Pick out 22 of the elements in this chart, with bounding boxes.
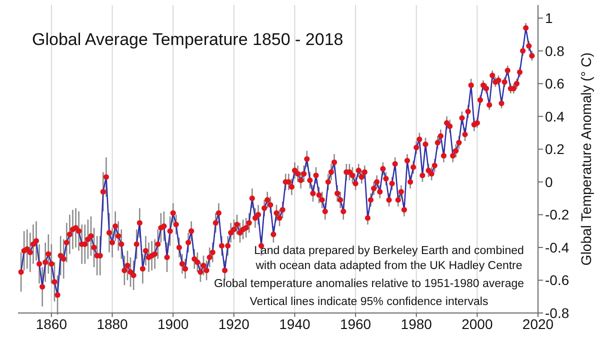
annotation: Vertical lines indicate 95% confidence intervals — [248, 295, 490, 310]
x-tick-label: 1980 — [400, 316, 432, 332]
y-axis-title: Global Temperature Anomaly (° C) — [578, 52, 594, 266]
x-tick-label: 1940 — [279, 316, 311, 332]
x-tick-label: 2000 — [462, 316, 493, 332]
annotation: Global temperature anomalies relative to 1951-1980 average — [212, 277, 526, 292]
y-tick-label: -0.2 — [545, 206, 570, 223]
y-tick-label: 0.2 — [545, 141, 565, 158]
y-tick-label: 0.8 — [545, 42, 565, 59]
x-tick-label: 1900 — [158, 316, 189, 332]
x-tick-label: 1920 — [218, 316, 250, 332]
y-tick-label: 0 — [545, 174, 553, 190]
text: Global Average Temperature 1850 - 2018 — [32, 30, 344, 50]
y-tick-label: 0.4 — [545, 108, 565, 124]
x-tick-label: 1860 — [36, 316, 68, 332]
x-tick-label: 1880 — [96, 316, 128, 332]
y-tick-label: 0.6 — [545, 76, 565, 92]
x-tick-label: 1960 — [340, 316, 372, 332]
annotation: Land data prepared by Berkeley Earth and combined with ocean data adapted from the UK Hadley Centre — [253, 244, 525, 274]
y-tick-label: -0.6 — [545, 272, 570, 288]
y-tick-label: 1 — [545, 10, 553, 26]
y-tick-label: -0.4 — [545, 239, 570, 256]
